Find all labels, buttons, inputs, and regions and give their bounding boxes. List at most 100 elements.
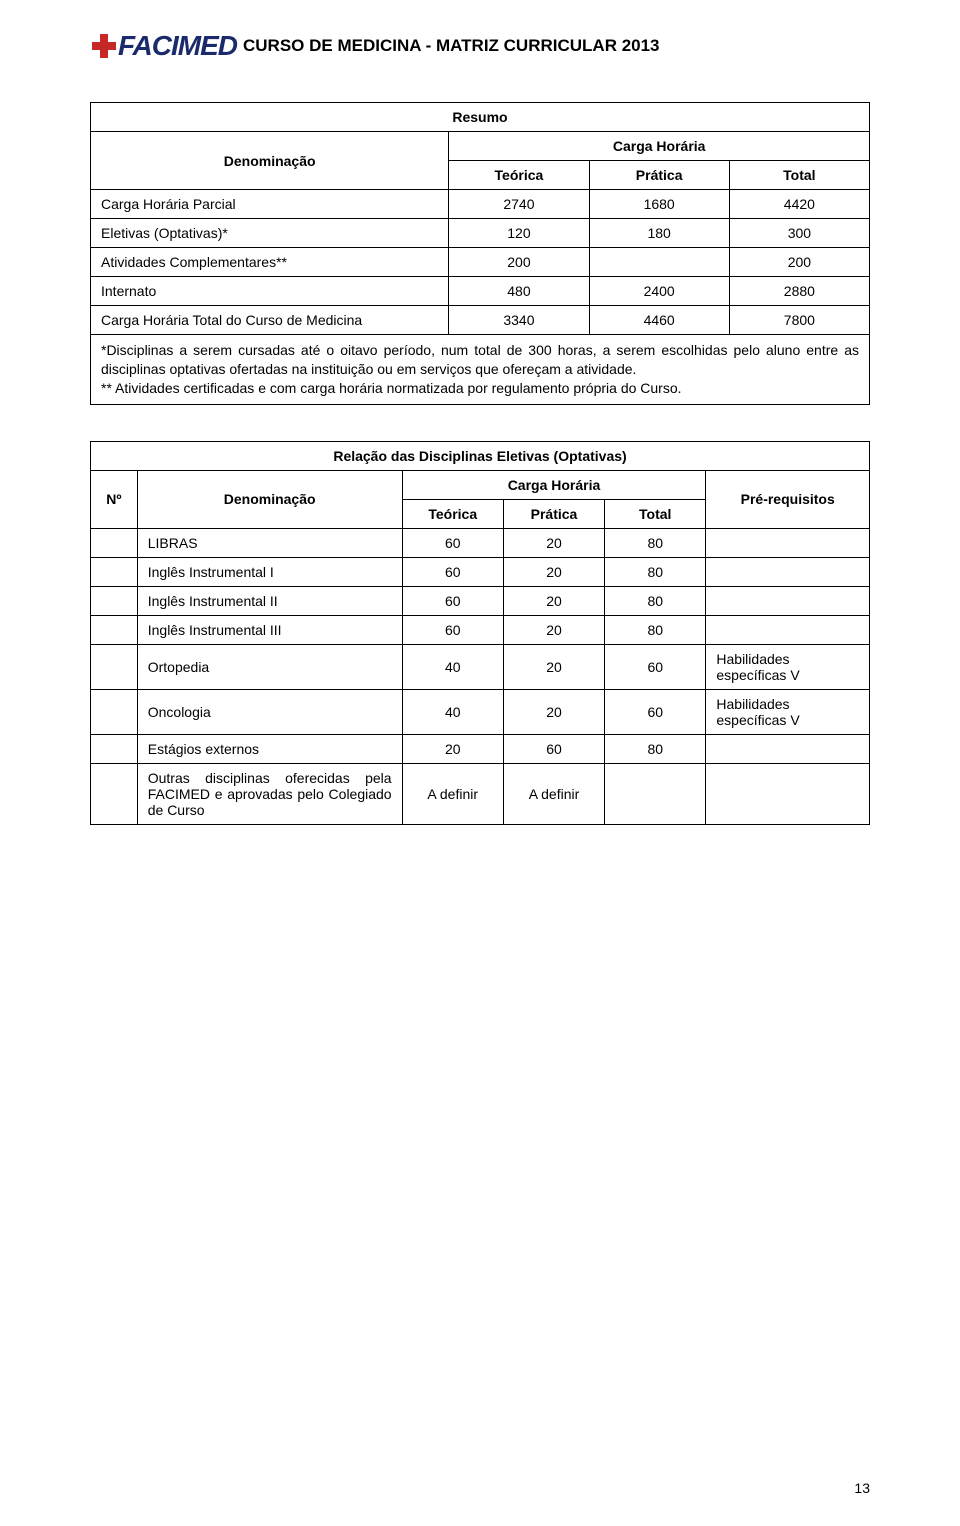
row-teorica: 20 xyxy=(402,734,503,763)
row-total: 60 xyxy=(605,689,706,734)
row-pratica: 20 xyxy=(503,528,604,557)
row-label: Eletivas (Optativas)* xyxy=(91,219,449,248)
row-label: Oncologia xyxy=(137,689,402,734)
row-pratica: 20 xyxy=(503,557,604,586)
row-teorica: 200 xyxy=(449,248,589,277)
logo: FACIMED xyxy=(90,30,237,62)
row-prereq: Habilidades específicas V xyxy=(706,644,870,689)
row-label: Inglês Instrumental I xyxy=(137,557,402,586)
col-total: Total xyxy=(729,161,869,190)
row-teorica: 60 xyxy=(402,615,503,644)
row-prereq xyxy=(706,615,870,644)
row-total: 200 xyxy=(729,248,869,277)
table-row: Atividades Complementares** 200 200 xyxy=(91,248,870,277)
row-pratica: A definir xyxy=(503,763,604,824)
table-row: Outras disciplinas oferecidas pela FACIM… xyxy=(91,763,870,824)
row-total: 80 xyxy=(605,615,706,644)
row-pratica: 20 xyxy=(503,615,604,644)
row-total: 80 xyxy=(605,586,706,615)
row-total: 80 xyxy=(605,734,706,763)
col-carga: Carga Horária xyxy=(402,470,706,499)
row-total: 60 xyxy=(605,644,706,689)
row-label: Estágios externos xyxy=(137,734,402,763)
page-number: 13 xyxy=(854,1480,870,1496)
row-no xyxy=(91,763,138,824)
plus-icon xyxy=(90,32,118,60)
row-label: Internato xyxy=(91,277,449,306)
row-no xyxy=(91,557,138,586)
row-teorica: 120 xyxy=(449,219,589,248)
col-carga: Carga Horária xyxy=(449,132,870,161)
row-label: Ortopedia xyxy=(137,644,402,689)
row-teorica: 40 xyxy=(402,689,503,734)
row-teorica: 60 xyxy=(402,557,503,586)
table-row: Estágios externos 20 60 80 xyxy=(91,734,870,763)
row-teorica: 60 xyxy=(402,528,503,557)
row-prereq xyxy=(706,557,870,586)
row-pratica: 1680 xyxy=(589,190,729,219)
row-pratica: 20 xyxy=(503,689,604,734)
row-no xyxy=(91,615,138,644)
table-row: Inglês Instrumental II 60 20 80 xyxy=(91,586,870,615)
row-total: 80 xyxy=(605,528,706,557)
col-teorica: Teórica xyxy=(449,161,589,190)
eletivas-table: Relação das Disciplinas Eletivas (Optati… xyxy=(90,441,870,825)
page: FACIMED CURSO DE MEDICINA - MATRIZ CURRI… xyxy=(0,0,960,1526)
resumo-table: Resumo Denominação Carga Horária Teórica… xyxy=(90,102,870,405)
row-teorica: 2740 xyxy=(449,190,589,219)
col-pratica: Prática xyxy=(503,499,604,528)
row-pratica: 20 xyxy=(503,586,604,615)
eletivas-title: Relação das Disciplinas Eletivas (Optati… xyxy=(91,441,870,470)
table-row: Oncologia 40 20 60 Habilidades específic… xyxy=(91,689,870,734)
row-total xyxy=(605,763,706,824)
row-teorica: 480 xyxy=(449,277,589,306)
row-total: 2880 xyxy=(729,277,869,306)
logo-text: FACIMED xyxy=(118,30,237,61)
col-prereq: Pré-requisitos xyxy=(706,470,870,528)
row-label: Inglês Instrumental III xyxy=(137,615,402,644)
table-row: Eletivas (Optativas)* 120 180 300 xyxy=(91,219,870,248)
row-prereq xyxy=(706,586,870,615)
footnote-2: ** Atividades certificadas e com carga h… xyxy=(101,380,682,396)
row-label: Outras disciplinas oferecidas pela FACIM… xyxy=(137,763,402,824)
row-prereq: Habilidades específicas V xyxy=(706,689,870,734)
row-pratica: 180 xyxy=(589,219,729,248)
resumo-footnotes: *Disciplinas a serem cursadas até o oita… xyxy=(91,335,870,405)
row-total: 300 xyxy=(729,219,869,248)
row-no xyxy=(91,644,138,689)
row-label: Atividades Complementares** xyxy=(91,248,449,277)
header: FACIMED CURSO DE MEDICINA - MATRIZ CURRI… xyxy=(90,30,870,62)
row-no xyxy=(91,586,138,615)
row-total: 7800 xyxy=(729,306,869,335)
row-teorica: 40 xyxy=(402,644,503,689)
table-row: Inglês Instrumental I 60 20 80 xyxy=(91,557,870,586)
page-title: CURSO DE MEDICINA - MATRIZ CURRICULAR 20… xyxy=(243,36,660,56)
row-prereq xyxy=(706,528,870,557)
table-row: Carga Horária Total do Curso de Medicina… xyxy=(91,306,870,335)
row-no xyxy=(91,734,138,763)
row-pratica xyxy=(589,248,729,277)
row-label: Carga Horária Parcial xyxy=(91,190,449,219)
row-no xyxy=(91,528,138,557)
row-teorica: 3340 xyxy=(449,306,589,335)
footnote-1: *Disciplinas a serem cursadas até o oita… xyxy=(101,342,859,377)
row-pratica: 20 xyxy=(503,644,604,689)
col-no: Nº xyxy=(91,470,138,528)
col-teorica: Teórica xyxy=(402,499,503,528)
row-pratica: 60 xyxy=(503,734,604,763)
row-no xyxy=(91,689,138,734)
col-pratica: Prática xyxy=(589,161,729,190)
row-label: Carga Horária Total do Curso de Medicina xyxy=(91,306,449,335)
col-total: Total xyxy=(605,499,706,528)
row-total: 80 xyxy=(605,557,706,586)
row-prereq xyxy=(706,734,870,763)
row-label: LIBRAS xyxy=(137,528,402,557)
table-row: LIBRAS 60 20 80 xyxy=(91,528,870,557)
table-row: Ortopedia 40 20 60 Habilidades específic… xyxy=(91,644,870,689)
col-denominacao: Denominação xyxy=(137,470,402,528)
row-pratica: 2400 xyxy=(589,277,729,306)
row-pratica: 4460 xyxy=(589,306,729,335)
table-row: Carga Horária Parcial 2740 1680 4420 xyxy=(91,190,870,219)
row-teorica: 60 xyxy=(402,586,503,615)
row-label: Inglês Instrumental II xyxy=(137,586,402,615)
